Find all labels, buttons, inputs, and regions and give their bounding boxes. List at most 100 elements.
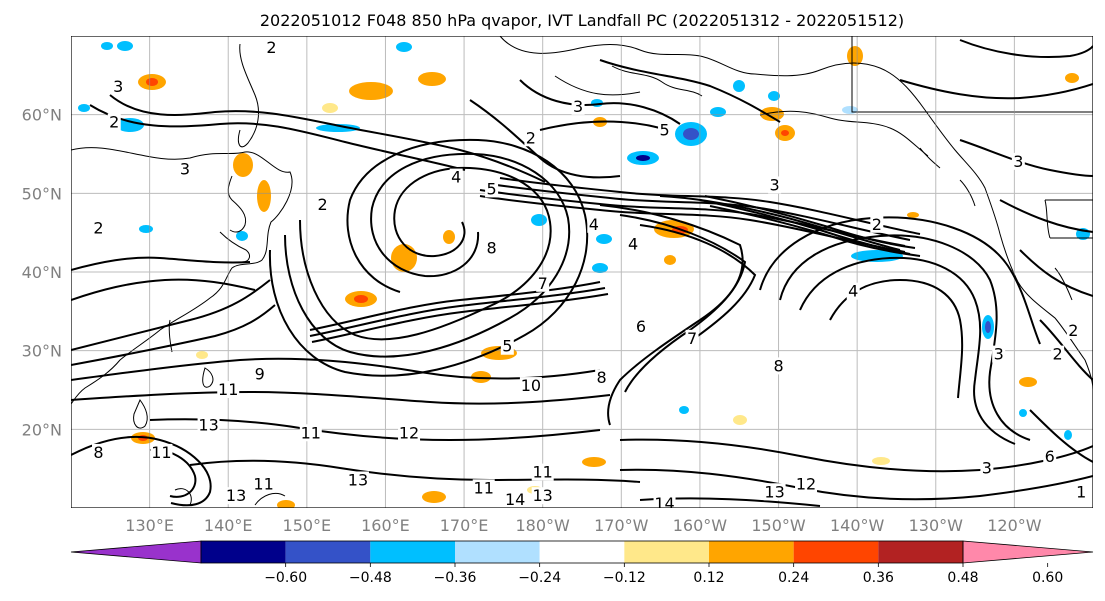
contour-label-background (1074, 483, 1088, 501)
colorbar-segment (624, 541, 709, 563)
contour-label: 8 (773, 356, 783, 375)
longitude-tick-label: 150°W (751, 516, 806, 535)
colorbar-extend-low (70, 540, 202, 564)
longitude-tick-label: 160°W (673, 516, 728, 535)
colorbar-tick-label: 0.12 (693, 570, 724, 586)
contour-label-background (1066, 322, 1080, 339)
contour-label-background (449, 168, 463, 186)
longitude-tick-label: 130°W (909, 516, 964, 535)
contour-label-background (653, 495, 676, 508)
longitude-tick-label: 140°W (830, 516, 885, 535)
latitude-tick-label: 40°N (22, 263, 62, 282)
latitude-tick-labels: 20°N 30°N 40°N 50°N 60°N (22, 106, 62, 440)
contour-label: 8 (597, 368, 607, 387)
contour-label: 2 (1053, 345, 1063, 364)
contour-label-background (768, 176, 782, 194)
contour-label-background (795, 475, 818, 493)
latitude-tick-label: 50°N (22, 184, 62, 203)
longitude-tick-label: 160°E (361, 516, 410, 535)
contour-label-background (316, 196, 330, 214)
contour-label-background (398, 424, 421, 442)
contour-label-background (485, 239, 499, 257)
contour-label: 12 (399, 423, 419, 442)
contour-label: 13 (348, 470, 368, 489)
contour-label: 6 (1045, 447, 1055, 466)
contour-label-background (519, 377, 542, 395)
contour-label: 8 (486, 238, 496, 257)
coastlines (71, 36, 1093, 506)
contour-label-background (536, 274, 550, 292)
colorbar-tick-label: −0.36 (434, 570, 477, 586)
contour-label-background (252, 475, 275, 493)
colorbar-tick-label: 0.36 (863, 570, 894, 586)
contour-label: 11 (474, 478, 494, 497)
contour-label-background (524, 129, 538, 147)
contour-label: 3 (1013, 152, 1023, 171)
contour-label-background (92, 219, 106, 237)
contour-label-background (92, 443, 106, 461)
contour-label: 5 (659, 120, 669, 139)
colorbar-segment (793, 541, 879, 563)
contour-label: 12 (796, 474, 816, 493)
colorbar-tick-label: −0.12 (603, 570, 646, 586)
longitude-tick-labels: 130°E 140°E 150°E 160°E 170°E 180°W 170°W 160°W… (125, 516, 1041, 535)
contour-label-background (472, 479, 495, 497)
contour-label: 9 (255, 364, 265, 383)
contour-label-background (225, 487, 248, 505)
colorbar-segment (878, 541, 963, 563)
contour-label-background (111, 78, 125, 96)
contour-label-background (992, 345, 1006, 363)
latitude-tick-label: 60°N (22, 106, 62, 125)
contour-label-background (346, 471, 369, 489)
contour-label-background (772, 357, 786, 375)
contour-label: 11 (533, 463, 553, 482)
contour-label-background (500, 337, 514, 355)
contour-label-background (504, 491, 527, 508)
colorbar-segment (455, 541, 540, 563)
contour-label: 13 (226, 486, 246, 505)
colorbar-segment (709, 541, 794, 563)
contour-label: 11 (253, 474, 273, 493)
contour-label: 5 (486, 179, 496, 198)
contour-label-background (870, 215, 884, 233)
contour-label-background (658, 121, 672, 139)
colorbar-tick-label: −0.60 (264, 570, 307, 586)
contour-label-background (763, 483, 786, 501)
latitude-tick-label: 20°N (22, 420, 62, 439)
contour-label: 6 (636, 317, 646, 336)
contour-label: 3 (180, 160, 190, 179)
colorbar-tick-label: 0.60 (1032, 570, 1063, 586)
contour-label: 13 (533, 486, 553, 505)
contour-label: 4 (589, 215, 599, 234)
colorbar-tick-label: 0.24 (778, 570, 809, 586)
contour-label: 2 (317, 195, 327, 214)
contour-label-background (1011, 152, 1025, 170)
contour-label: 10 (521, 376, 541, 395)
contour-label-background (107, 113, 121, 131)
contour-label-background (1043, 447, 1057, 465)
colorbar-frame (200, 540, 964, 564)
colorbar: −0.60 −0.48 −0.36 −0.24 −0.12 0.12 0.24 0.36 0.4… (70, 540, 1094, 586)
figure-title: 2022051012 F048 850 hPa qvapor, IVT Land… (260, 11, 904, 30)
contour-label-background (150, 443, 173, 461)
contour-label: 2 (109, 113, 119, 132)
contour-label: 3 (113, 77, 123, 96)
contour-label-background (485, 180, 499, 198)
longitude-tick-label: 150°E (283, 516, 332, 535)
longitude-tick-label: 130°E (125, 516, 174, 535)
colorbar-tick-label: −0.24 (518, 570, 561, 586)
contour-label-background (1051, 345, 1065, 363)
contour-label: 13 (198, 415, 218, 434)
contour-label: 1 (1076, 482, 1086, 501)
contour-label-background (595, 369, 609, 387)
contour-label: 2 (266, 38, 276, 57)
contour-label: 14 (654, 494, 674, 513)
contour-label-background (197, 416, 220, 434)
longitude-tick-label: 120°W (987, 516, 1042, 535)
contour-label: 7 (538, 274, 548, 293)
contour-label: 3 (994, 345, 1004, 364)
contour-label: 4 (848, 282, 858, 301)
contour-label: 11 (218, 380, 238, 399)
